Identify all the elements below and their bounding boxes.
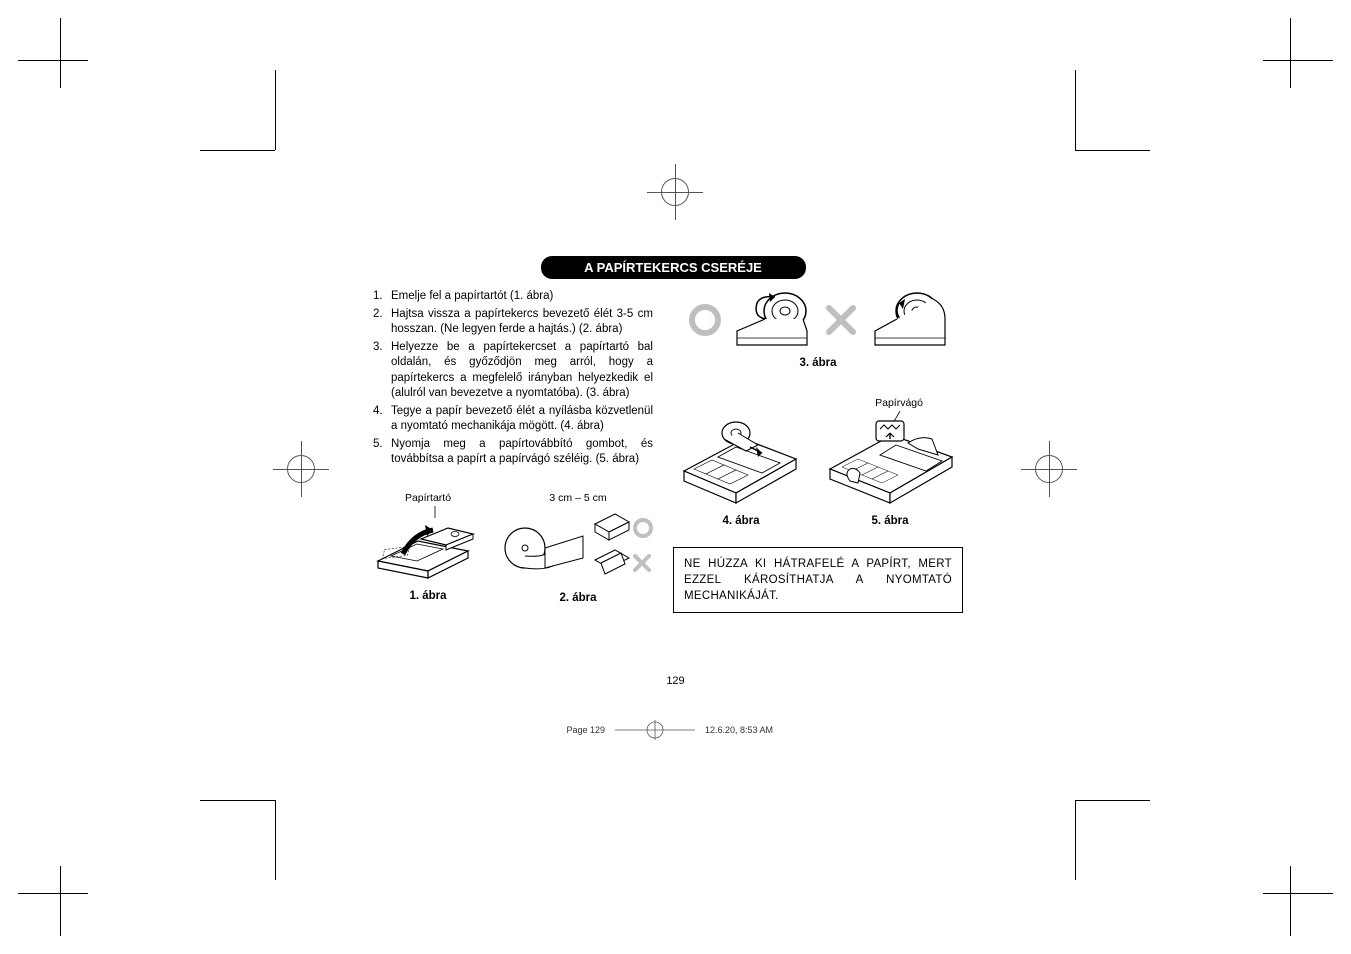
figure-5-caption: 5. ábra	[820, 515, 960, 527]
figure-3-row	[673, 289, 963, 351]
figure-4-illustration	[676, 411, 806, 511]
figure-3-caption: 3. ábra	[673, 357, 963, 369]
instruction-step: 5.Nyomja meg a papírtovábbító gombot, és…	[373, 437, 653, 468]
figure-4-5-row	[673, 411, 963, 511]
imposition-footer: Page 129 12.6.20, 8:53 AM	[525, 720, 825, 740]
correct-icon	[687, 302, 723, 338]
page-number: 129	[0, 675, 1351, 687]
registration-mark	[287, 455, 315, 483]
footer-page: Page 129	[525, 725, 615, 735]
figure-2-caption: 2. ábra	[503, 592, 653, 604]
figure-4-caption: 4. ábra	[676, 515, 806, 527]
registration-mark	[661, 178, 689, 206]
roll-correct-illustration	[733, 289, 813, 351]
right-column: 3. ábra Papírvágó	[673, 289, 963, 613]
figure-2: 3 cm – 5 cm	[503, 492, 653, 604]
section-title: A PAPÍRTEKERCS CSERÉJE	[541, 256, 806, 279]
instruction-step: 1.Emelje fel a papírtartót (1. ábra)	[373, 289, 653, 305]
instruction-step: 4.Tegye a papír bevezető élét a nyílásba…	[373, 404, 653, 435]
figure-2-illustration	[503, 506, 653, 588]
papirvago-label: Papírvágó	[673, 397, 963, 409]
page-content: A PAPÍRTEKERCS CSERÉJE 1.Emelje fel a pa…	[373, 256, 973, 613]
roll-incorrect-illustration	[869, 289, 949, 351]
figure-1-illustration	[373, 506, 483, 586]
warning-box: NE HÚZZA KI HÁTRAFELÉ A PAPÍRT, MERT EZZ…	[673, 547, 963, 613]
footer-datetime: 12.6.20, 8:53 AM	[695, 725, 773, 735]
instruction-list: 1.Emelje fel a papírtartót (1. ábra) 2.H…	[373, 289, 653, 468]
instruction-step: 3.Helyezze be a papírtekercset a papírta…	[373, 340, 653, 402]
dimension-label: 3 cm – 5 cm	[503, 492, 653, 504]
figure-5-illustration	[820, 411, 960, 511]
registration-mark	[1035, 455, 1063, 483]
incorrect-icon	[823, 302, 859, 338]
figure-1-caption: 1. ábra	[373, 590, 483, 602]
footer-registration-mark	[615, 720, 695, 740]
papirtarto-label: Papírtartó	[373, 492, 483, 504]
left-column: 1.Emelje fel a papírtartót (1. ábra) 2.H…	[373, 289, 653, 613]
instruction-step: 2.Hajtsa vissza a papírtekercs bevezető …	[373, 307, 653, 338]
figure-1: Papírtartó	[373, 492, 483, 604]
